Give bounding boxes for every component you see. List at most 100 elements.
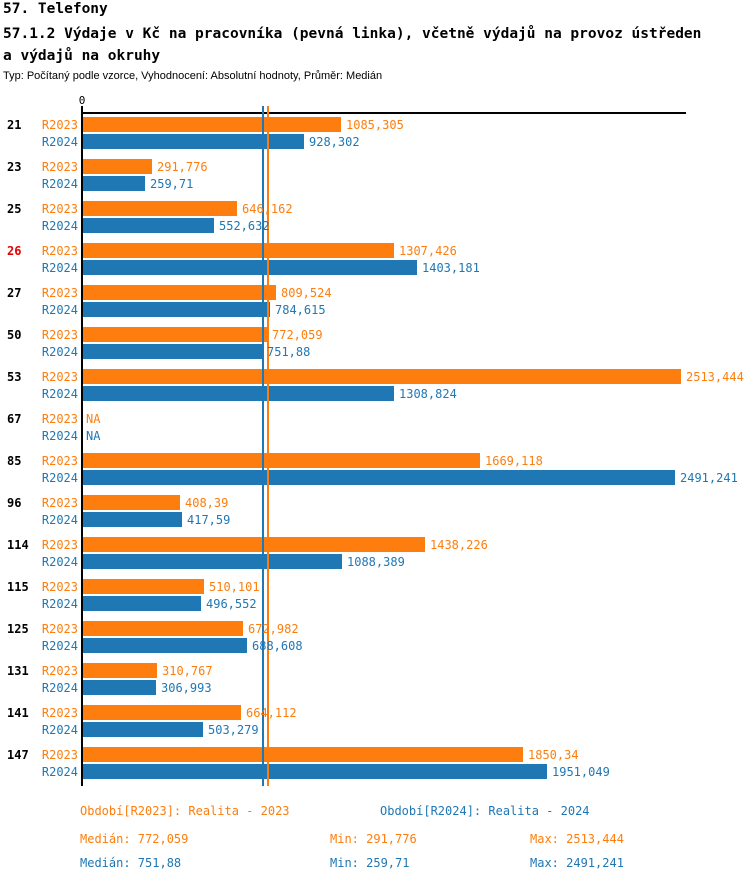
bar-value-label: 688,608 xyxy=(252,639,303,653)
series-label-r2023: R2023 xyxy=(41,160,78,174)
series-label-r2023: R2023 xyxy=(41,580,78,594)
bar-value-label: 259,71 xyxy=(150,177,194,191)
bar-r2024 xyxy=(83,638,247,653)
series-label-r2024: R2024 xyxy=(41,387,78,401)
bar-r2023 xyxy=(83,663,157,678)
bar-r2024 xyxy=(83,218,214,233)
series-label-r2024: R2024 xyxy=(41,639,78,653)
bar-r2023 xyxy=(83,537,425,552)
series-label-r2024: R2024 xyxy=(41,765,78,779)
bar-r2023 xyxy=(83,327,267,342)
bar-r2024 xyxy=(83,470,675,485)
series-label-r2023: R2023 xyxy=(41,706,78,720)
series-label-r2024: R2024 xyxy=(41,177,78,191)
bar-value-label: 503,279 xyxy=(208,723,259,737)
series-label-r2024: R2024 xyxy=(41,681,78,695)
series-label-r2024: R2024 xyxy=(41,135,78,149)
bar-value-label: 2491,241 xyxy=(680,471,738,485)
series-label-r2024: R2024 xyxy=(41,303,78,317)
bar-r2023 xyxy=(83,579,204,594)
stat-min-r2024: Min: 259,71 xyxy=(330,856,410,870)
bar-r2024 xyxy=(83,764,547,779)
series-label-r2024: R2024 xyxy=(41,555,78,569)
series-label-r2024: R2024 xyxy=(41,513,78,527)
category-label: 115 xyxy=(7,580,29,594)
bar-r2024 xyxy=(83,260,417,275)
bar-value-label: 2513,444 xyxy=(686,370,744,384)
y-axis-line xyxy=(81,106,83,786)
bar-value-label: 1085,305 xyxy=(346,118,404,132)
chart-subtitle: 57.1.2 Výdaje v Kč na pracovníka (pevná … xyxy=(3,26,702,64)
bar-value-label: 510,101 xyxy=(209,580,260,594)
series-label-r2023: R2023 xyxy=(41,244,78,258)
legend-r2024: Období[R2024]: Realita - 2024 xyxy=(380,804,590,818)
category-label: 67 xyxy=(7,412,22,426)
category-label: 25 xyxy=(7,202,22,216)
category-label: 96 xyxy=(7,496,22,510)
category-label: 26 xyxy=(7,244,22,258)
median-line-r2024 xyxy=(262,106,264,786)
category-label: 27 xyxy=(7,286,22,300)
bar-r2024 xyxy=(83,680,156,695)
bar-r2024 xyxy=(83,176,145,191)
category-label: 125 xyxy=(7,622,29,636)
stat-median-r2023: Medián: 772,059 xyxy=(80,832,189,846)
series-label-r2023: R2023 xyxy=(41,286,78,300)
bar-value-label: 306,993 xyxy=(161,681,212,695)
series-label-r2023: R2023 xyxy=(41,118,78,132)
legend-r2023: Období[R2023]: Realita - 2023 xyxy=(80,804,290,818)
page-title: 57. Telefony xyxy=(3,1,108,17)
series-label-r2023: R2023 xyxy=(41,412,78,426)
bar-value-label: 1403,181 xyxy=(422,261,480,275)
category-label: 114 xyxy=(7,538,29,552)
bar-r2023 xyxy=(83,117,341,132)
bar-r2024 xyxy=(83,596,201,611)
bar-value-label: 646,162 xyxy=(242,202,293,216)
series-label-r2023: R2023 xyxy=(41,664,78,678)
series-label-r2023: R2023 xyxy=(41,454,78,468)
series-label-r2024: R2024 xyxy=(41,429,78,443)
category-label: 21 xyxy=(7,118,22,132)
bar-r2023 xyxy=(83,621,243,636)
series-label-r2023: R2023 xyxy=(41,496,78,510)
bar-chart: 0 21 R2023 1085,305 R2024 928,302 23 R2023 291,7… xyxy=(7,94,744,786)
median-line-r2023 xyxy=(267,106,269,786)
bar-value-label: 1850,34 xyxy=(528,748,579,762)
bar-r2023 xyxy=(83,285,276,300)
category-label: 147 xyxy=(7,748,29,762)
series-label-r2023: R2023 xyxy=(41,748,78,762)
bar-value-label: 809,524 xyxy=(281,286,332,300)
bar-value-label: 1307,426 xyxy=(399,244,457,258)
bar-r2023 xyxy=(83,369,681,384)
bar-value-label: 417,59 xyxy=(187,513,231,527)
category-label: 53 xyxy=(7,370,22,384)
bar-value-label: 1088,389 xyxy=(347,555,405,569)
bar-r2024 xyxy=(83,302,270,317)
series-label-r2023: R2023 xyxy=(41,538,78,552)
bar-value-label: 552,632 xyxy=(219,219,270,233)
bar-value-label: 784,615 xyxy=(275,303,326,317)
series-label-r2023: R2023 xyxy=(41,370,78,384)
bar-value-label: 1438,226 xyxy=(430,538,488,552)
stat-max-r2023: Max: 2513,444 xyxy=(530,832,624,846)
bar-value-label: 496,552 xyxy=(206,597,257,611)
bar-r2023 xyxy=(83,159,152,174)
bar-r2023 xyxy=(83,495,180,510)
series-label-r2023: R2023 xyxy=(41,202,78,216)
bar-value-label: NA xyxy=(86,429,101,443)
bar-value-label: 1951,049 xyxy=(552,765,610,779)
bar-value-label: 1308,824 xyxy=(399,387,457,401)
bar-value-label: 772,059 xyxy=(272,328,323,342)
bar-r2024 xyxy=(83,386,394,401)
bar-value-label: 1669,118 xyxy=(485,454,543,468)
category-label: 23 xyxy=(7,160,22,174)
x-axis-line xyxy=(81,112,686,114)
chart-meta-line: Typ: Počítaný podle vzorce, Vyhodnocení:… xyxy=(3,70,383,82)
bar-value-label: 310,767 xyxy=(162,664,213,678)
series-label-r2024: R2024 xyxy=(41,345,78,359)
bar-r2024 xyxy=(83,512,182,527)
series-label-r2023: R2023 xyxy=(41,622,78,636)
bar-r2024 xyxy=(83,722,203,737)
series-label-r2024: R2024 xyxy=(41,261,78,275)
